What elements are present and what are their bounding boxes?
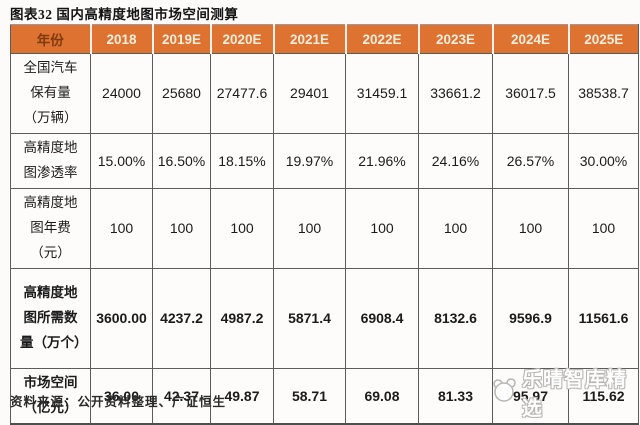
header-cell-2019e: 2019E xyxy=(151,24,211,54)
table-cell: 16.50% xyxy=(152,132,211,189)
table-cell: 100 xyxy=(210,187,274,269)
table-cell: 100 xyxy=(90,187,153,269)
header-cell-2018: 2018 xyxy=(89,24,153,54)
table-cell: 38538.7 xyxy=(568,53,639,134)
table-cell: 8132.6 xyxy=(418,267,493,369)
table-cell: 69.08 xyxy=(345,367,419,425)
table-cell: 100 xyxy=(345,187,419,269)
table-cell: 4237.2 xyxy=(152,267,211,369)
table-cell: 29401 xyxy=(273,53,346,134)
row-label: 全国汽车保有量（万辆） xyxy=(10,53,91,134)
header-cell-2024e: 2024E xyxy=(491,24,569,54)
table-cell: 19.97% xyxy=(273,132,346,189)
row-label: 高精度地图所需数量（万个） xyxy=(10,267,91,369)
table-cell: 100 xyxy=(418,187,493,269)
table-cell: 11561.6 xyxy=(568,267,639,369)
table-cell: 25680 xyxy=(152,53,211,134)
market-size-table: 年份 2018 2019E 2020E 2021E 2022E 2023E 20… xyxy=(10,24,639,425)
table-cell: 115.62 xyxy=(568,367,639,425)
table-cell: 31459.1 xyxy=(345,53,419,134)
table-cell: 5871.4 xyxy=(273,267,346,369)
source-note: 资料来源：公开资料整理、广证恒生 xyxy=(10,395,227,409)
figure-title: 图表32 国内高精度地图市场空间测算 xyxy=(10,7,239,22)
table-cell: 9596.9 xyxy=(492,267,569,369)
header-cell-2021e: 2021E xyxy=(272,24,346,54)
table-cell: 24000 xyxy=(90,53,153,134)
table-cell: 30.00% xyxy=(568,132,639,189)
table-cell: 100 xyxy=(568,187,639,269)
table-row-annual-fee: 高精度地图年费（元） 100 100 100 100 100 100 100 1… xyxy=(10,187,639,269)
table-cell: 95.97 xyxy=(492,367,569,425)
table-cell: 36017.5 xyxy=(492,53,569,134)
table-row-penetration-rate: 高精度地图渗透率 15.00% 16.50% 18.15% 19.97% 21.… xyxy=(10,132,639,189)
table-cell: 6908.4 xyxy=(345,267,419,369)
table-row-car-ownership: 全国汽车保有量（万辆） 24000 25680 27477.6 29401 31… xyxy=(10,53,639,134)
header-cell-2025e: 2025E xyxy=(567,24,639,54)
table-cell: 33661.2 xyxy=(418,53,493,134)
table-cell: 81.33 xyxy=(418,367,493,425)
header-cell-year: 年份 xyxy=(10,24,91,54)
table-cell: 100 xyxy=(152,187,211,269)
table-cell: 100 xyxy=(273,187,346,269)
table-cell: 58.71 xyxy=(273,367,346,425)
table-row-maps-needed: 高精度地图所需数量（万个） 3600.00 4237.2 4987.2 5871… xyxy=(10,267,639,369)
row-label: 高精度地图渗透率 xyxy=(10,132,91,189)
row-label: 高精度地图年费（元） xyxy=(10,187,91,269)
table-cell: 4987.2 xyxy=(210,267,274,369)
table-cell: 18.15% xyxy=(210,132,274,189)
header-cell-2020e: 2020E xyxy=(209,24,274,54)
table-cell: 24.16% xyxy=(418,132,493,189)
table-cell: 100 xyxy=(492,187,569,269)
header-cell-2022e: 2022E xyxy=(344,24,419,54)
header-cell-2023e: 2023E xyxy=(417,24,493,54)
table-cell: 26.57% xyxy=(492,132,569,189)
table-cell: 15.00% xyxy=(90,132,153,189)
header-row: 年份 2018 2019E 2020E 2021E 2022E 2023E 20… xyxy=(10,24,639,54)
table-cell: 21.96% xyxy=(345,132,419,189)
table-cell: 27477.6 xyxy=(210,53,274,134)
table-cell: 3600.00 xyxy=(90,267,153,369)
